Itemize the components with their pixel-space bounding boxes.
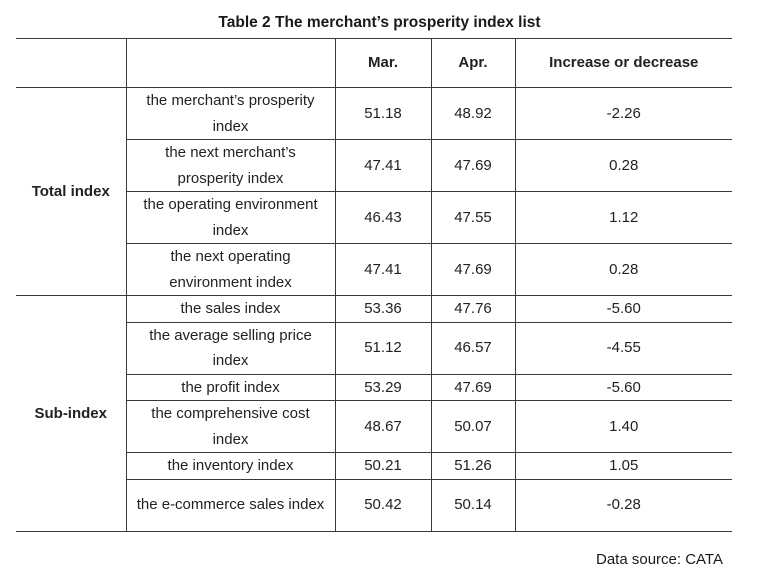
row-diff: -2.26 <box>514 87 732 140</box>
prosperity-index-table: Mar. Apr. Increase or decrease Total ind… <box>16 38 732 532</box>
row-apr: 47.69 <box>430 139 516 192</box>
table-row: the profit index 53.29 47.69 -5.60 <box>16 373 732 401</box>
row-diff: 1.05 <box>514 452 732 480</box>
row-diff: -4.55 <box>514 321 732 375</box>
row-diff: 1.40 <box>514 400 732 453</box>
row-mar: 46.43 <box>334 191 432 244</box>
row-mar: 50.21 <box>334 452 432 480</box>
table-title: Table 2 The merchant’s prosperity index … <box>218 14 541 31</box>
row-mar: 53.36 <box>334 295 432 323</box>
row-name: the comprehensive cost index <box>126 400 336 453</box>
row-mar: 47.41 <box>334 243 432 296</box>
table-row: the operating environment index 46.43 47… <box>16 191 732 244</box>
header-apr: Apr. <box>430 38 516 88</box>
table-row: Total index the merchant’s prosperity in… <box>16 87 732 296</box>
row-apr: 47.76 <box>430 295 516 323</box>
row-diff: 0.28 <box>514 243 732 296</box>
row-name: the average selling price index <box>126 321 336 375</box>
header-row: Mar. Apr. Increase or decrease <box>16 38 732 88</box>
row-apr: 47.69 <box>430 243 516 296</box>
row-apr: 47.55 <box>430 191 516 244</box>
row-name: the profit index <box>126 373 336 401</box>
row-mar: 48.67 <box>334 400 432 453</box>
row-mar: 47.41 <box>334 139 432 192</box>
row-name: the next merchant’s prosperity index <box>126 139 336 192</box>
header-diff: Increase or decrease <box>514 38 732 88</box>
table-row: Sub-index the sales index 53.36 47.76 -5… <box>16 295 732 532</box>
data-source-note: Data source: CATA <box>596 551 723 568</box>
row-mar: 51.18 <box>334 87 432 140</box>
row-apr: 46.57 <box>430 321 516 375</box>
row-apr: 50.14 <box>430 478 516 532</box>
row-name: the sales index <box>125 295 336 323</box>
row-diff: 0.28 <box>514 139 732 192</box>
row-apr: 50.07 <box>430 400 516 453</box>
row-mar: 51.12 <box>334 321 432 375</box>
row-mar: 50.42 <box>334 478 432 532</box>
table-row: the average selling price index 51.12 46… <box>16 321 732 375</box>
group-total-index: Total index <box>16 87 127 296</box>
row-diff: -0.28 <box>514 478 732 532</box>
table-row: the inventory index 50.21 51.26 1.05 <box>16 452 732 480</box>
row-apr: 51.26 <box>430 452 516 480</box>
row-name: the inventory index <box>126 452 336 480</box>
row-diff: -5.60 <box>514 295 732 323</box>
table-row: the e-commerce sales index 50.42 50.14 -… <box>16 478 732 532</box>
row-name: the merchant’s prosperity index <box>125 87 336 140</box>
row-name: the operating environment index <box>126 191 336 244</box>
row-apr: 48.92 <box>430 87 516 140</box>
row-name: the e-commerce sales index <box>126 478 336 532</box>
row-diff: -5.60 <box>514 373 732 401</box>
row-mar: 53.29 <box>334 373 432 401</box>
table-row: the next operating environment index 47.… <box>16 243 732 296</box>
table-row: the next merchant’s prosperity index 47.… <box>16 139 732 192</box>
row-diff: 1.12 <box>514 191 732 244</box>
header-mar: Mar. <box>334 38 432 88</box>
header-name <box>125 38 336 88</box>
header-group <box>16 38 127 88</box>
table-row: the comprehensive cost index 48.67 50.07… <box>16 400 732 453</box>
group-sub-index: Sub-index <box>16 295 127 532</box>
row-apr: 47.69 <box>430 373 516 401</box>
row-name: the next operating environment index <box>126 243 336 296</box>
